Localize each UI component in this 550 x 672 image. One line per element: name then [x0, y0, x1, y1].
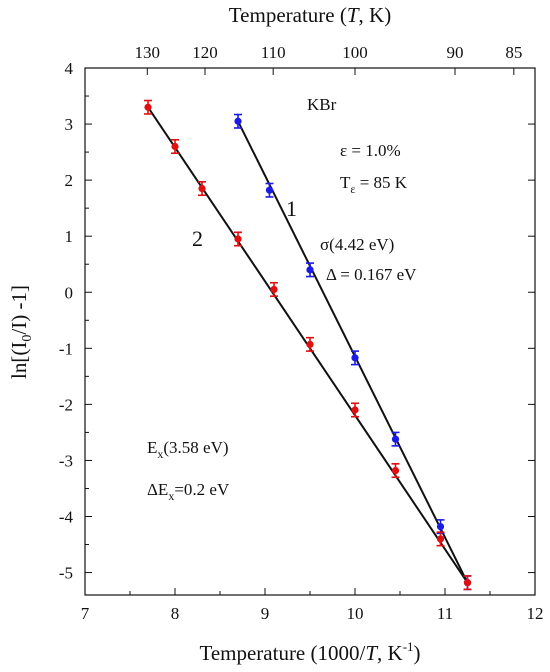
plot-frame: [84, 67, 536, 596]
t-epsilon-label: Tε = 85 K: [340, 173, 408, 196]
data-point-series-2: [144, 99, 152, 115]
data-point-series-1: [391, 431, 400, 447]
data-point-series-2: [198, 181, 206, 197]
y-tick-label: -2: [59, 395, 73, 414]
series-2-label: 2: [192, 226, 203, 251]
y-tick-label: -3: [59, 451, 73, 470]
y-tick-label: 0: [65, 283, 74, 302]
marker: [234, 235, 242, 243]
x-tick-label: 10: [347, 604, 364, 623]
fit-line-series-1: [237, 120, 469, 584]
ticks: [84, 67, 536, 595]
x-tick-label: 7: [81, 604, 90, 623]
y-axis-title: ln[(I0/I) -1]: [7, 285, 35, 379]
y-tick-label: 3: [65, 115, 74, 134]
data-point-series-2: [270, 281, 278, 297]
marker: [391, 466, 400, 475]
marker: [265, 186, 274, 194]
y-tick-label: 4: [65, 59, 74, 78]
ex-label: Ex(3.58 eV): [147, 438, 229, 461]
marker: [270, 285, 278, 294]
marker: [198, 184, 206, 193]
delta-ex-label: ΔEx=0.2 eV: [147, 480, 230, 503]
delta-label: Δ = 0.167 eV: [326, 265, 417, 284]
data-points: [144, 99, 472, 591]
top-axis-title: Temperature (T, K): [229, 3, 391, 27]
x-tick-label: 11: [437, 604, 453, 623]
y-tick-label: 2: [65, 171, 74, 190]
marker: [351, 406, 359, 414]
marker: [306, 266, 314, 274]
marker: [234, 117, 242, 125]
top-tick-label: 120: [192, 43, 218, 62]
top-tick-label: 100: [342, 43, 368, 62]
top-tick-label: 130: [135, 43, 161, 62]
marker: [436, 535, 445, 543]
y-tick-label: 1: [65, 227, 74, 246]
data-point-series-2: [306, 336, 314, 352]
data-point-series-2: [171, 138, 179, 155]
marker: [351, 354, 359, 362]
x-axis-title: Temperature (1000/T, K-1): [199, 639, 420, 665]
data-point-series-2: [234, 231, 242, 247]
strain-label: ε = 1.0%: [340, 141, 401, 160]
series-1-label: 1: [286, 196, 297, 221]
data-point-series-1: [351, 350, 359, 366]
marker: [171, 142, 179, 151]
x-tick-label: 8: [171, 604, 180, 623]
marker: [391, 435, 400, 443]
data-point-series-2: [463, 575, 472, 591]
marker: [463, 579, 472, 587]
data-point-series-1: [306, 262, 314, 278]
data-point-series-2: [436, 531, 445, 547]
top-tick-label: 90: [447, 43, 464, 62]
top-tick-label: 85: [505, 43, 522, 62]
y-tick-label: -1: [59, 339, 73, 358]
data-point-series-1: [234, 113, 242, 129]
top-tick-label: 110: [261, 43, 286, 62]
material-label: KBr: [307, 95, 337, 114]
marker: [144, 103, 152, 111]
data-point-series-2: [351, 402, 359, 418]
marker: [306, 340, 314, 348]
x-tick-label: 9: [261, 604, 270, 623]
x-tick-label: 12: [527, 604, 544, 623]
y-tick-label: -4: [59, 508, 74, 527]
marker: [436, 523, 445, 531]
data-point-series-2: [391, 463, 400, 479]
data-point-series-1: [265, 182, 274, 198]
y-tick-label: -5: [59, 564, 73, 583]
sigma-label: σ(4.42 eV): [320, 235, 394, 254]
